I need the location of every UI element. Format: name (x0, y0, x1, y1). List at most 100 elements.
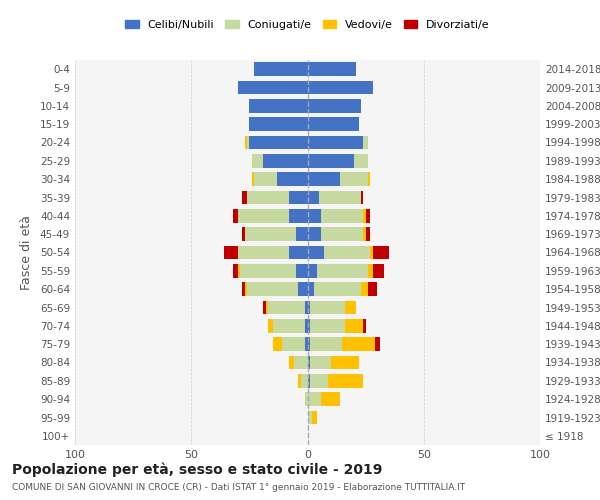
Bar (305, 300, 308, 314)
Bar (322, 392, 340, 406)
Bar (354, 154, 368, 168)
Bar (308, 282, 314, 296)
Bar (361, 190, 364, 204)
Bar (308, 246, 324, 260)
Bar (319, 190, 361, 204)
Bar (268, 319, 272, 332)
Bar (301, 374, 308, 388)
Bar (310, 374, 328, 388)
Bar (364, 136, 368, 149)
Bar (364, 319, 365, 332)
Bar (242, 228, 245, 241)
Bar (250, 99, 308, 112)
Bar (254, 172, 277, 186)
Bar (296, 264, 308, 278)
Bar (250, 118, 308, 131)
Bar (308, 209, 322, 222)
Bar (368, 282, 377, 296)
Bar (247, 282, 298, 296)
Bar (240, 264, 296, 278)
Bar (364, 209, 365, 222)
Bar (238, 246, 289, 260)
Bar (314, 282, 361, 296)
Bar (298, 282, 308, 296)
Bar (238, 209, 289, 222)
Bar (308, 118, 359, 131)
Bar (322, 228, 364, 241)
Bar (310, 319, 344, 332)
Bar (308, 410, 312, 424)
Bar (242, 282, 245, 296)
Bar (233, 264, 238, 278)
Bar (268, 300, 305, 314)
Bar (310, 300, 344, 314)
Bar (368, 264, 373, 278)
Bar (308, 392, 322, 406)
Bar (252, 154, 263, 168)
Bar (289, 356, 293, 370)
Bar (317, 264, 368, 278)
Bar (263, 154, 308, 168)
Legend: Celibi/Nubili, Coniugati/e, Vedovi/e, Divorziati/e: Celibi/Nubili, Coniugati/e, Vedovi/e, Di… (121, 16, 494, 34)
Bar (322, 209, 364, 222)
Bar (305, 338, 308, 351)
Bar (344, 300, 356, 314)
Bar (296, 228, 308, 241)
Bar (308, 136, 364, 149)
Bar (331, 356, 359, 370)
Bar (361, 282, 368, 296)
Bar (266, 300, 268, 314)
Bar (375, 338, 380, 351)
Bar (263, 300, 266, 314)
Bar (305, 392, 308, 406)
Bar (308, 264, 317, 278)
Bar (308, 62, 356, 76)
Bar (305, 319, 308, 332)
Bar (233, 209, 238, 222)
Bar (224, 246, 238, 260)
Bar (289, 246, 308, 260)
Bar (308, 374, 310, 388)
Bar (308, 80, 373, 94)
Bar (373, 246, 389, 260)
Bar (245, 136, 247, 149)
Bar (277, 172, 308, 186)
Y-axis label: Fasce di età: Fasce di età (20, 215, 33, 290)
Bar (252, 172, 254, 186)
Bar (242, 190, 247, 204)
Bar (324, 246, 370, 260)
Bar (308, 338, 310, 351)
Bar (308, 99, 361, 112)
Bar (343, 338, 375, 351)
Bar (308, 190, 319, 204)
Bar (310, 356, 331, 370)
Bar (364, 228, 365, 241)
Bar (365, 228, 370, 241)
Bar (254, 62, 308, 76)
Bar (247, 136, 250, 149)
Bar (282, 338, 305, 351)
Bar (289, 209, 308, 222)
Bar (238, 264, 240, 278)
Bar (365, 209, 370, 222)
Bar (308, 319, 310, 332)
Bar (308, 172, 340, 186)
Bar (312, 410, 317, 424)
Bar (373, 264, 384, 278)
Bar (247, 190, 289, 204)
Bar (308, 300, 310, 314)
Bar (289, 190, 308, 204)
Bar (308, 228, 322, 241)
Bar (250, 136, 308, 149)
Bar (293, 356, 308, 370)
Bar (344, 319, 364, 332)
Bar (328, 374, 364, 388)
Bar (308, 356, 310, 370)
Bar (308, 154, 354, 168)
Bar (272, 319, 305, 332)
Text: Popolazione per età, sesso e stato civile - 2019: Popolazione per età, sesso e stato civil… (12, 462, 382, 477)
Bar (245, 228, 296, 241)
Bar (272, 338, 282, 351)
Bar (298, 374, 301, 388)
Bar (245, 282, 247, 296)
